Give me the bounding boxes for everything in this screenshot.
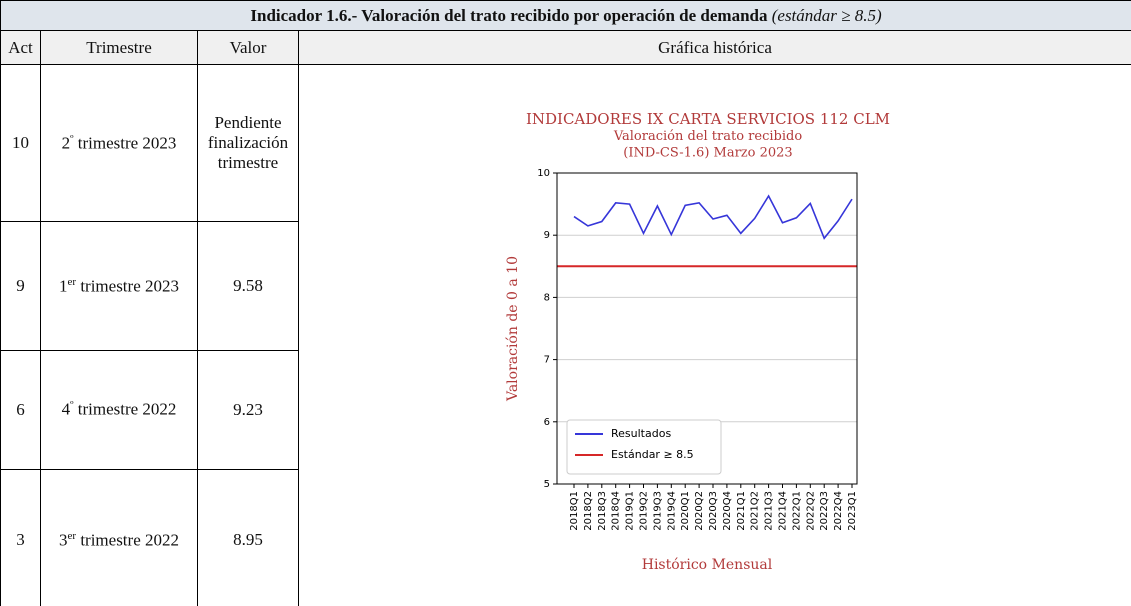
- period-cell: 2º trimestre 2023: [40, 63, 198, 223]
- x-tick-label: 2019Q1: [624, 491, 635, 531]
- x-tick-label: 2020Q3: [708, 491, 719, 531]
- ordinal: 3: [59, 530, 68, 550]
- x-tick-label: 2018Q2: [582, 491, 593, 531]
- chart-title: (IND-CS-1.6) Marzo 2023: [623, 146, 792, 161]
- x-tick-label: 2022Q1: [791, 491, 802, 531]
- x-tick-label: 2022Q4: [833, 491, 844, 531]
- x-axis-label: Histórico Mensual: [641, 557, 772, 573]
- x-tick-label: 2018Q3: [596, 491, 607, 531]
- chart-title: Valoración del trato recibido: [612, 129, 801, 144]
- chart-title: INDICADORES IX CARTA SERVICIOS 112 CLM: [525, 110, 889, 128]
- period: trimestre 2022: [77, 399, 177, 419]
- x-tick-label: 2021Q3: [763, 491, 774, 531]
- act-cell: 10: [0, 63, 41, 223]
- period-cell: 4º trimestre 2022: [40, 349, 198, 470]
- x-tick-label: 2019Q2: [638, 491, 649, 531]
- value-cell: 9.23: [197, 349, 299, 470]
- title-cell: Indicador 1.6.- Valoración del trato rec…: [0, 0, 1131, 31]
- ordinal-suffix: º: [70, 399, 74, 412]
- chart: INDICADORES IX CARTA SERVICIOS 112 CLMVa…: [505, 110, 890, 573]
- column-header: Gráfica histórica: [297, 30, 1131, 65]
- period: trimestre 2023: [77, 133, 177, 153]
- x-tick-label: 2021Q1: [735, 491, 746, 531]
- x-tick-label: 2019Q4: [666, 491, 677, 531]
- y-tick-label: 6: [543, 417, 549, 428]
- y-tick-label: 9: [543, 230, 549, 241]
- legend-box: [566, 419, 721, 475]
- legend-label: Resultados: [611, 427, 671, 440]
- x-tick-label: 2020Q1: [680, 491, 691, 531]
- x-tick-label: 2023Q1: [847, 491, 858, 531]
- data-line: [573, 194, 853, 240]
- value-cell: 9.58: [197, 221, 299, 351]
- x-tick-label: 2018Q4: [610, 491, 621, 531]
- x-tick-label: 2019Q3: [652, 491, 663, 531]
- value-cell: 8.95: [197, 468, 299, 606]
- column-header: Act: [0, 30, 41, 65]
- y-axis-label: Valoración de 0 a 10: [505, 256, 521, 402]
- x-tick-label: 2022Q3: [819, 491, 830, 531]
- x-tick-label: 2020Q4: [721, 491, 732, 531]
- period: trimestre 2022: [80, 530, 179, 550]
- title: Indicador 1.6.- Valoración del trato rec…: [250, 5, 768, 25]
- y-tick-label: 5: [543, 479, 549, 490]
- x-tick-label: 2021Q2: [749, 491, 760, 531]
- y-tick-label: 7: [543, 355, 549, 366]
- title-note: (estándar ≥ 8.5): [771, 5, 882, 25]
- period: trimestre 2023: [80, 276, 179, 296]
- x-tick-label: 2022Q2: [805, 491, 816, 531]
- x-tick-label: 2021Q4: [777, 491, 788, 531]
- ordinal-suffix: º: [70, 132, 74, 145]
- ordinal: 2: [61, 133, 71, 153]
- x-tick-label: 2020Q2: [694, 491, 705, 531]
- column-header: Valor: [197, 30, 299, 65]
- column-header: Trimestre: [40, 30, 198, 65]
- legend-label: Estándar ≥ 8.5: [611, 448, 694, 461]
- ordinal: 1: [59, 276, 68, 296]
- ordinal-suffix: er: [67, 275, 77, 288]
- ordinal: 4: [61, 399, 71, 419]
- ordinal-suffix: er: [67, 529, 77, 542]
- act-cell: 9: [0, 221, 41, 351]
- period-cell: 1er trimestre 2023: [40, 221, 198, 351]
- act-cell: 3: [0, 468, 41, 606]
- x-tick-label: 2018Q1: [569, 491, 580, 531]
- value-cell: Pendiente finalización trimestre: [197, 63, 299, 223]
- y-tick-label: 8: [543, 292, 549, 303]
- period-cell: 3er trimestre 2022: [40, 468, 198, 606]
- chart-cell: INDICADORES IX CARTA SERVICIOS 112 CLM Va…: [297, 64, 1131, 606]
- y-tick-label: 10: [537, 168, 550, 179]
- plot-frame: [556, 172, 857, 485]
- act-cell: 6: [0, 349, 41, 470]
